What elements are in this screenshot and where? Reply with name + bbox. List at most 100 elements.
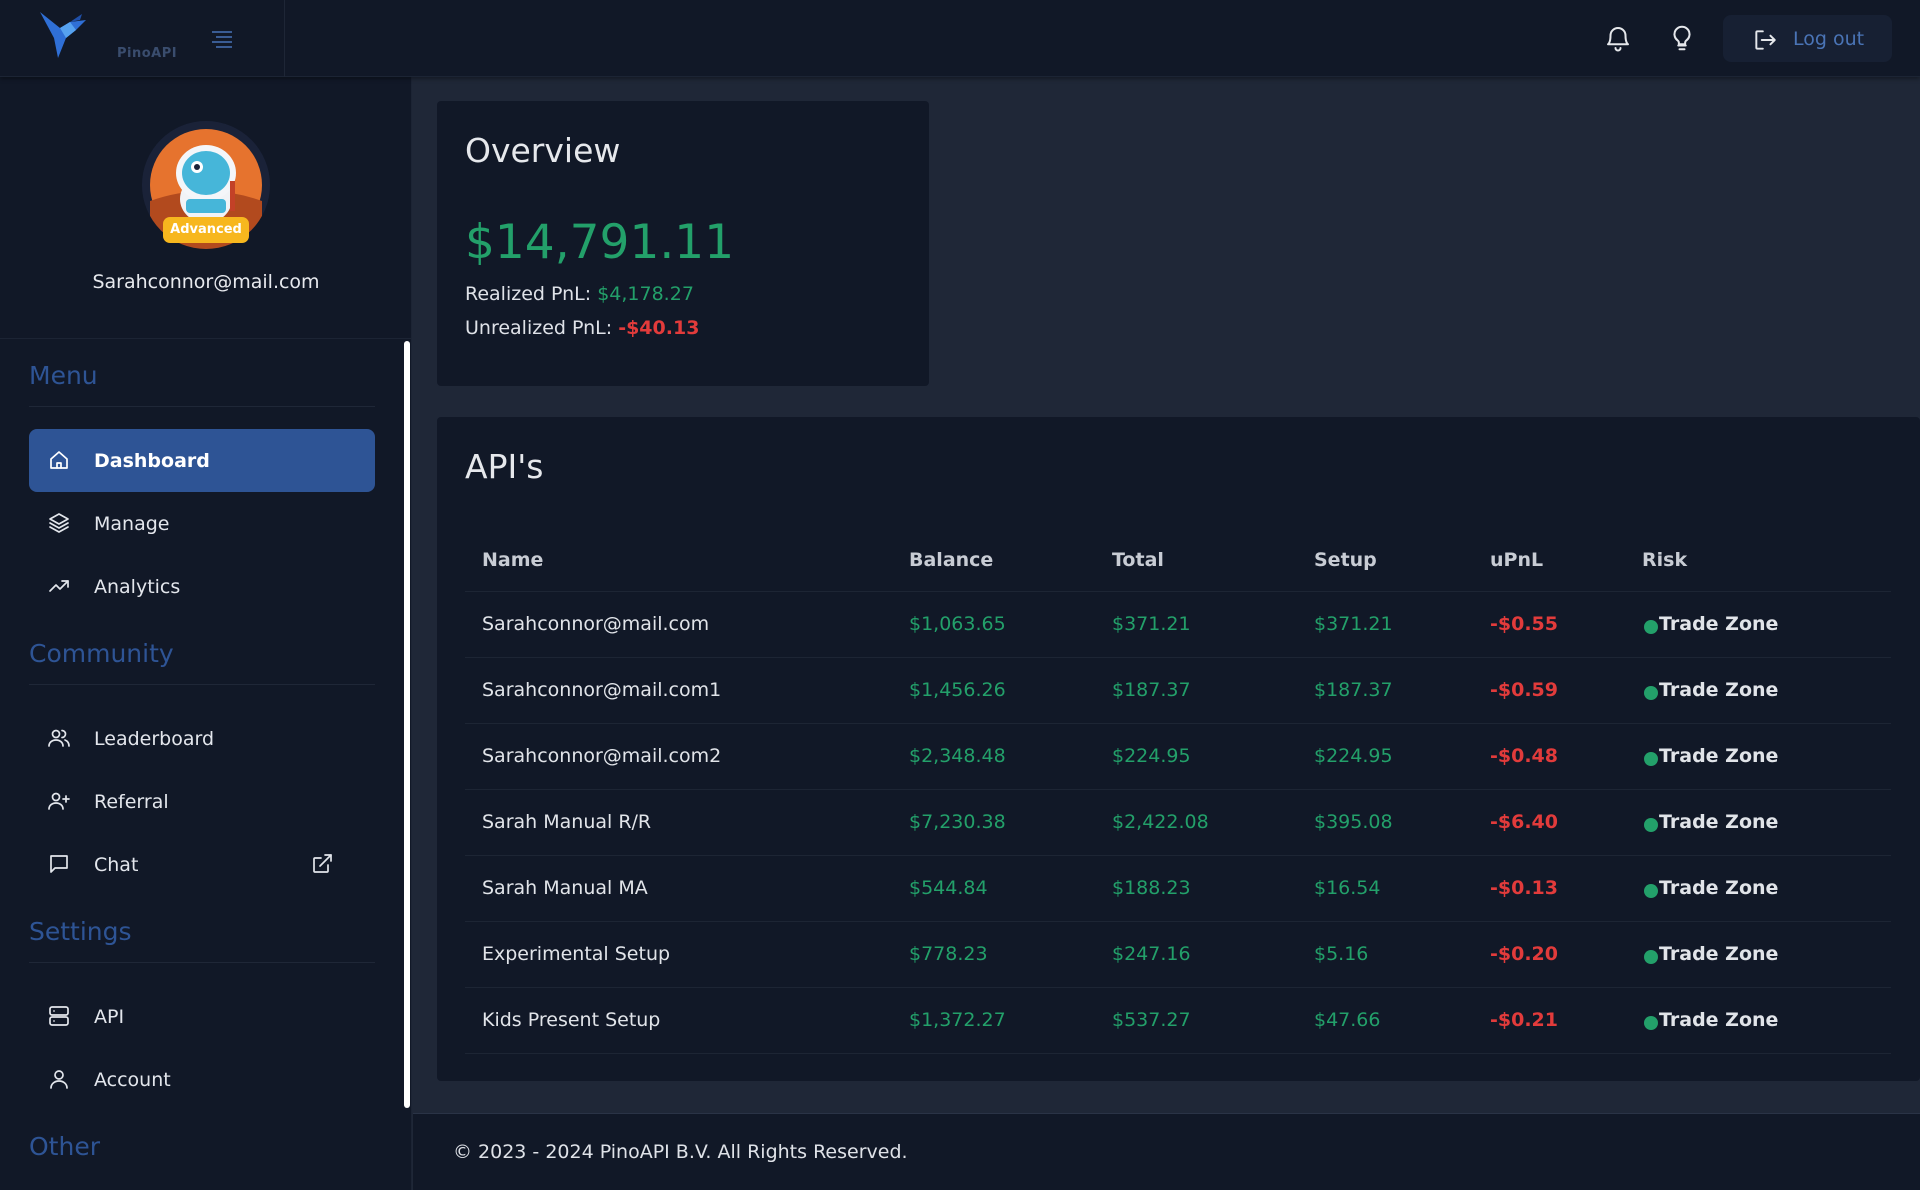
profile-email: Sarahconnor@mail.com (92, 271, 320, 293)
api-name: Sarahconnor@mail.com (482, 613, 710, 635)
sidebar-scrollbar[interactable] (404, 341, 410, 1108)
total-balance: $14,791.11 (465, 215, 735, 270)
realized-pnl-value: $4,178.27 (597, 283, 694, 305)
realized-pnl-label: Realized PnL: (465, 283, 592, 305)
realized-pnl: Realized PnL: $4,178.27 (465, 283, 694, 305)
api-balance: $1,372.27 (909, 1009, 1006, 1031)
logout-button[interactable]: Log out (1723, 15, 1892, 62)
api-setup: $16.54 (1314, 877, 1381, 899)
sidebar-item-label: API (94, 1006, 125, 1028)
risk-status-dot-icon (1644, 620, 1658, 634)
api-upnl: -$0.48 (1490, 745, 1558, 767)
api-risk: Trade Zone (1659, 1009, 1779, 1031)
sidebar-item-dashboard[interactable]: Dashboard (29, 429, 375, 492)
menu-toggle-button[interactable] (208, 26, 236, 52)
sidebar-item-referral[interactable]: Referral (29, 770, 375, 833)
server-icon (49, 1006, 69, 1026)
api-risk: Trade Zone (1659, 679, 1779, 701)
api-setup: $187.37 (1314, 679, 1393, 701)
table-row[interactable]: Sarah Manual R/R $7,230.38 $2,422.08 $39… (465, 790, 1891, 856)
sidebar-item-account[interactable]: Account (29, 1048, 375, 1111)
api-risk: Trade Zone (1659, 877, 1779, 899)
api-balance: $7,230.38 (909, 811, 1006, 833)
api-name: Sarahconnor@mail.com1 (482, 679, 722, 701)
sidebar-item-label: Referral (94, 791, 169, 813)
api-total: $537.27 (1112, 1009, 1191, 1031)
table-row[interactable]: Sarahconnor@mail.com $1,063.65 $371.21 $… (465, 592, 1891, 658)
external-link-icon[interactable] (310, 852, 334, 876)
section-title-settings: Settings (29, 917, 132, 946)
table-header-divider (465, 591, 1891, 592)
api-name: Sarah Manual R/R (482, 811, 652, 833)
section-title-community: Community (29, 639, 174, 668)
column-header-balance[interactable]: Balance (909, 549, 994, 571)
table-row[interactable]: Sarahconnor@mail.com2 $2,348.48 $224.95 … (465, 724, 1891, 790)
column-header-setup[interactable]: Setup (1314, 549, 1377, 571)
logout-label: Log out (1793, 28, 1865, 50)
copyright-text: © 2023 - 2024 PinoAPI B.V. All Rights Re… (453, 1141, 908, 1163)
api-total: $224.95 (1112, 745, 1191, 767)
api-risk: Trade Zone (1659, 613, 1779, 635)
api-balance: $1,456.26 (909, 679, 1006, 701)
risk-status-dot-icon (1644, 818, 1658, 832)
section-divider (29, 406, 375, 407)
sidebar-item-analytics[interactable]: Analytics (29, 555, 375, 618)
api-risk: Trade Zone (1659, 811, 1779, 833)
user-plus-icon (48, 792, 70, 810)
notifications-button[interactable] (1603, 23, 1633, 53)
api-setup: $224.95 (1314, 745, 1393, 767)
column-header-name[interactable]: Name (482, 549, 544, 571)
sidebar-item-leaderboard[interactable]: Leaderboard (29, 707, 375, 770)
api-setup: $395.08 (1314, 811, 1393, 833)
sidebar-item-label: Leaderboard (94, 728, 215, 750)
sidebar-item-label: Analytics (94, 576, 181, 598)
sidebar-item-label: Chat (94, 854, 139, 876)
top-bar: PinoAPI Log out (0, 0, 1920, 77)
column-header-total[interactable]: Total (1112, 549, 1164, 571)
column-header-upnl[interactable]: uPnL (1490, 549, 1544, 571)
tips-button[interactable] (1667, 23, 1697, 53)
avatar[interactable] (142, 121, 270, 249)
api-name: Experimental Setup (482, 943, 671, 965)
api-upnl: -$0.13 (1490, 877, 1558, 899)
pinoapi-logo[interactable]: PinoAPI (36, 8, 177, 64)
api-risk: Trade Zone (1659, 745, 1779, 767)
trending-up-icon (49, 580, 69, 592)
profile-panel: Advanced Sarahconnor@mail.com (0, 77, 412, 339)
section-title-other: Other (29, 1132, 100, 1161)
overview-card: Overview $14,791.11 Realized PnL: $4,178… (437, 101, 929, 386)
api-name: Sarah Manual MA (482, 877, 648, 899)
api-risk: Trade Zone (1659, 943, 1779, 965)
sidebar-item-api[interactable]: API (29, 985, 375, 1048)
api-balance: $544.84 (909, 877, 988, 899)
table-row[interactable]: Sarah Manual MA $544.84 $188.23 $16.54 -… (465, 856, 1891, 922)
api-total: $188.23 (1112, 877, 1191, 899)
footer: © 2023 - 2024 PinoAPI B.V. All Rights Re… (413, 1114, 1920, 1190)
table-row[interactable]: Kids Present Setup $1,372.27 $537.27 $47… (465, 988, 1891, 1054)
bell-icon (1607, 27, 1629, 52)
user-icon (50, 1070, 68, 1089)
api-upnl: -$0.59 (1490, 679, 1558, 701)
section-divider (29, 684, 375, 685)
section-title-menu: Menu (29, 361, 98, 390)
sidebar-item-manage[interactable]: Manage (29, 492, 375, 555)
column-header-risk[interactable]: Risk (1642, 549, 1688, 571)
logout-icon (1755, 30, 1776, 50)
api-balance: $2,348.48 (909, 745, 1006, 767)
sidebar-item-label: Manage (94, 513, 170, 535)
hummingbird-logo-icon (40, 12, 86, 58)
table-row[interactable]: Sarahconnor@mail.com1 $1,456.26 $187.37 … (465, 658, 1891, 724)
layers-icon (49, 513, 69, 533)
api-total: $371.21 (1112, 613, 1191, 635)
sidebar: Advanced Sarahconnor@mail.com Menu Dashb… (0, 77, 412, 1190)
risk-status-dot-icon (1644, 1016, 1658, 1030)
risk-status-dot-icon (1644, 950, 1658, 964)
api-name: Kids Present Setup (482, 1009, 661, 1031)
api-upnl: -$0.55 (1490, 613, 1558, 635)
api-setup: $47.66 (1314, 1009, 1381, 1031)
overview-title: Overview (465, 131, 621, 170)
table-row[interactable]: Experimental Setup $778.23 $247.16 $5.16… (465, 922, 1891, 988)
sidebar-item-chat[interactable]: Chat (29, 833, 375, 896)
logo-text: PinoAPI (117, 46, 178, 61)
risk-status-dot-icon (1644, 752, 1658, 766)
